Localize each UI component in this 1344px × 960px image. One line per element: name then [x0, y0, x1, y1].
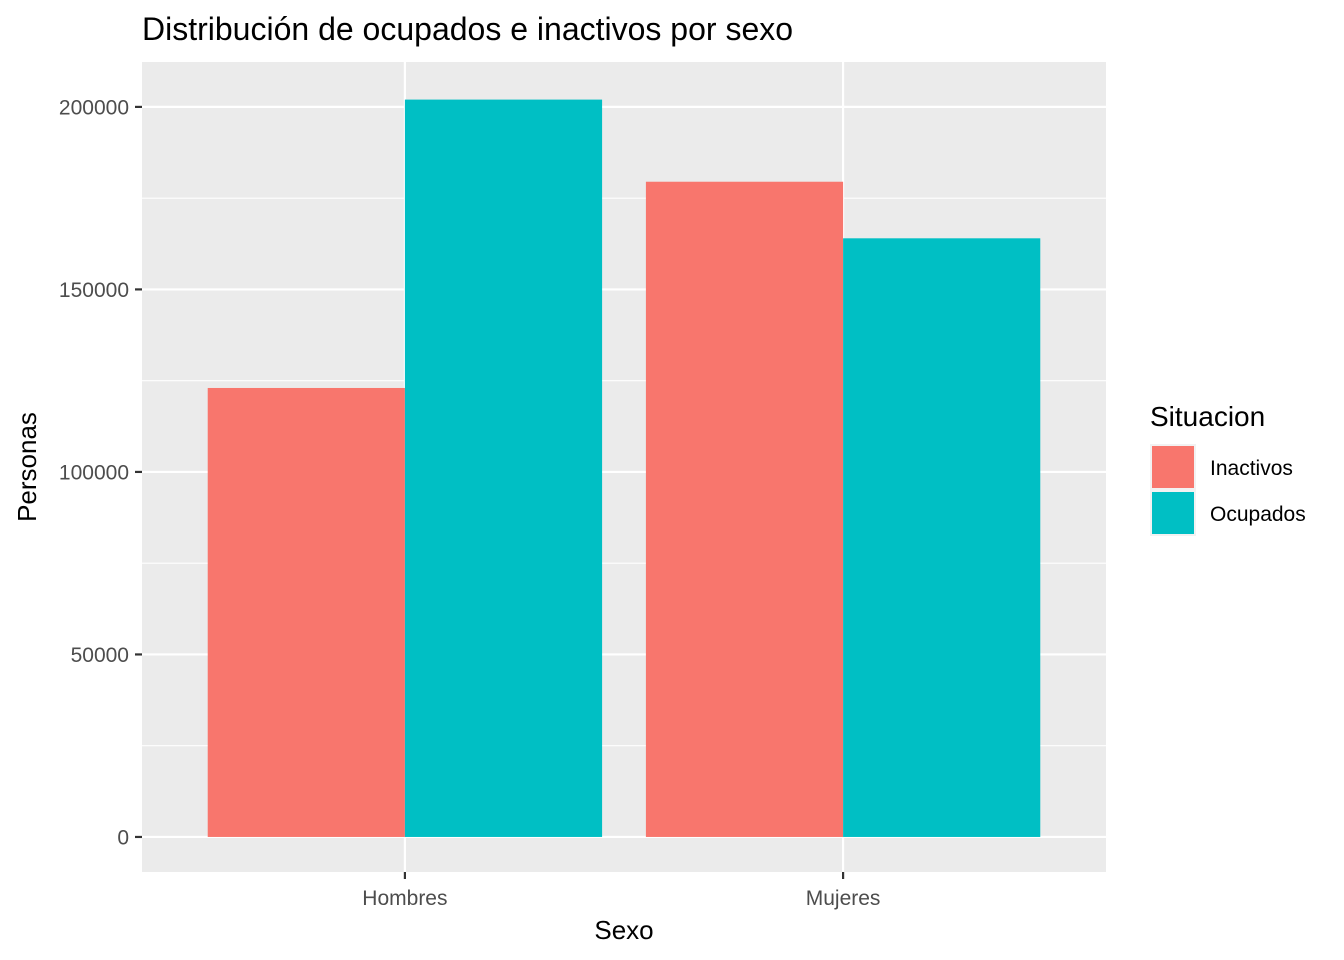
x-tick-label: Hombres — [362, 887, 447, 910]
y-axis-title: Personas — [12, 412, 42, 522]
y-tick-label: 200000 — [59, 96, 129, 119]
x-tick-label: Mujeres — [806, 887, 881, 910]
legend-swatch-inactivos — [1152, 446, 1194, 488]
bar-mujeres-ocupados — [843, 238, 1041, 837]
y-tick-label: 150000 — [59, 279, 129, 302]
bar-mujeres-inactivos — [645, 181, 844, 837]
y-tick-label: 0 — [117, 826, 129, 849]
bar-hombres-inactivos — [207, 387, 405, 837]
y-tick-label: 100000 — [59, 461, 129, 484]
legend-swatch-ocupados — [1152, 492, 1194, 534]
legend-label-ocupados: Ocupados — [1210, 503, 1306, 526]
bar-hombres-ocupados — [404, 99, 603, 837]
x-axis-title: Sexo — [594, 915, 653, 945]
legend-items: Inactivos Ocupados — [1150, 444, 1306, 536]
legend-label-inactivos: Inactivos — [1210, 457, 1293, 480]
x-axis: Hombres Mujeres — [362, 872, 880, 910]
y-axis: 0 50000 100000 150000 200000 — [59, 96, 142, 849]
legend-title: Situacion — [1150, 401, 1265, 432]
chart-title: Distribución de ocupados e inactivos por… — [142, 11, 793, 47]
y-tick-label: 50000 — [71, 644, 129, 667]
bars — [207, 99, 1041, 837]
legend: Situacion Inactivos Ocupados — [1150, 401, 1306, 536]
